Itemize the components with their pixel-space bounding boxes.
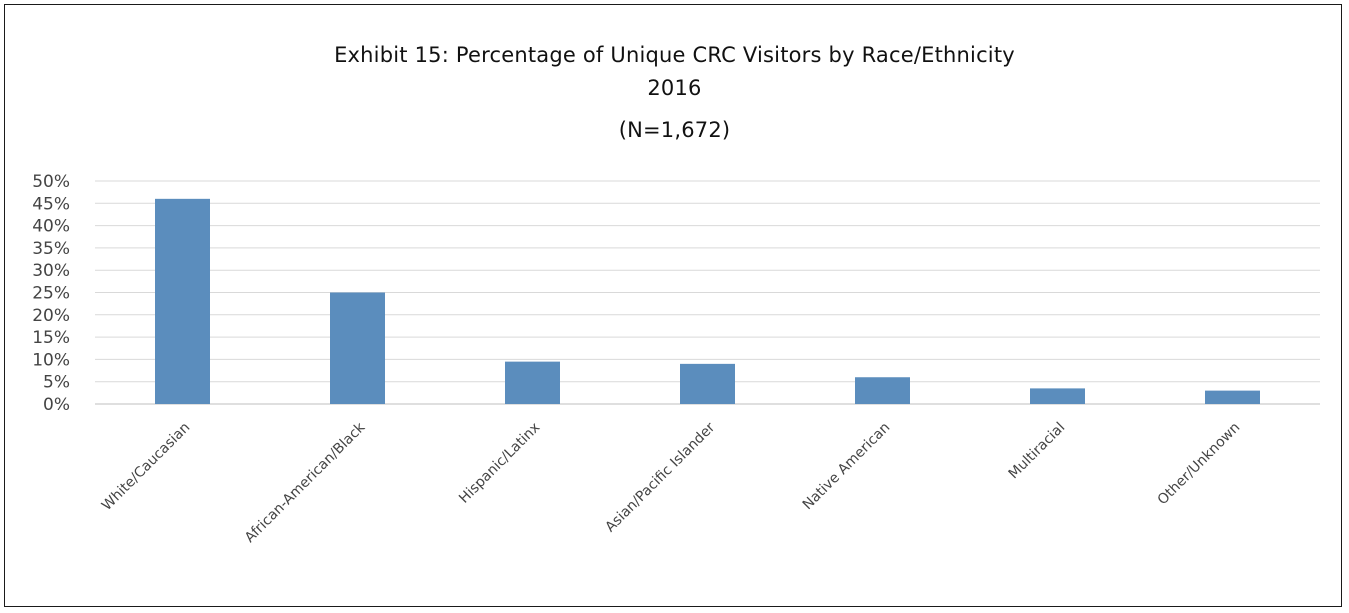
bar: [330, 292, 385, 404]
bar: [505, 361, 560, 404]
y-tick-label: 0%: [43, 395, 70, 415]
bar: [680, 363, 735, 404]
x-tick-label: Other/Unknown: [1155, 420, 1244, 509]
y-axis-ticks: 0%5% 10%15%20%25% 30%35%40% 45%50%: [32, 172, 70, 415]
y-tick-label: 35%: [32, 239, 70, 259]
y-tick-label: 25%: [32, 284, 70, 304]
y-tick-label: 15%: [32, 328, 70, 348]
x-tick-label: Native American: [800, 420, 894, 514]
bar: [1205, 390, 1260, 404]
x-tick-label: Multiracial: [1006, 420, 1069, 483]
bars: [155, 198, 1260, 404]
x-tick-label: African-American/Black: [242, 419, 369, 546]
y-tick-label: 30%: [32, 261, 70, 281]
y-tick-label: 5%: [43, 373, 70, 393]
bar: [155, 198, 210, 404]
chart-title: Exhibit 15: Percentage of Unique CRC Vis…: [334, 43, 1015, 67]
y-tick-label: 20%: [32, 306, 70, 326]
x-tick-label: White/Caucasian: [99, 420, 193, 514]
x-tick-label: Asian/Pacific Islander: [602, 419, 718, 535]
bar: [1030, 388, 1085, 404]
y-tick-label: 10%: [32, 350, 70, 370]
y-tick-label: 50%: [32, 172, 70, 192]
chart-frame: [4, 4, 1342, 607]
y-tick-label: 40%: [32, 217, 70, 237]
x-axis-ticks: White/Caucasian African-American/Black His…: [99, 419, 1243, 546]
chart-subtitle-year: 2016: [647, 76, 702, 100]
chart-subtitle-sample-size: (N=1,672): [618, 118, 731, 142]
y-tick-label: 45%: [32, 194, 70, 214]
bar: [855, 377, 910, 404]
x-tick-label: Hispanic/Latinx: [456, 420, 543, 507]
